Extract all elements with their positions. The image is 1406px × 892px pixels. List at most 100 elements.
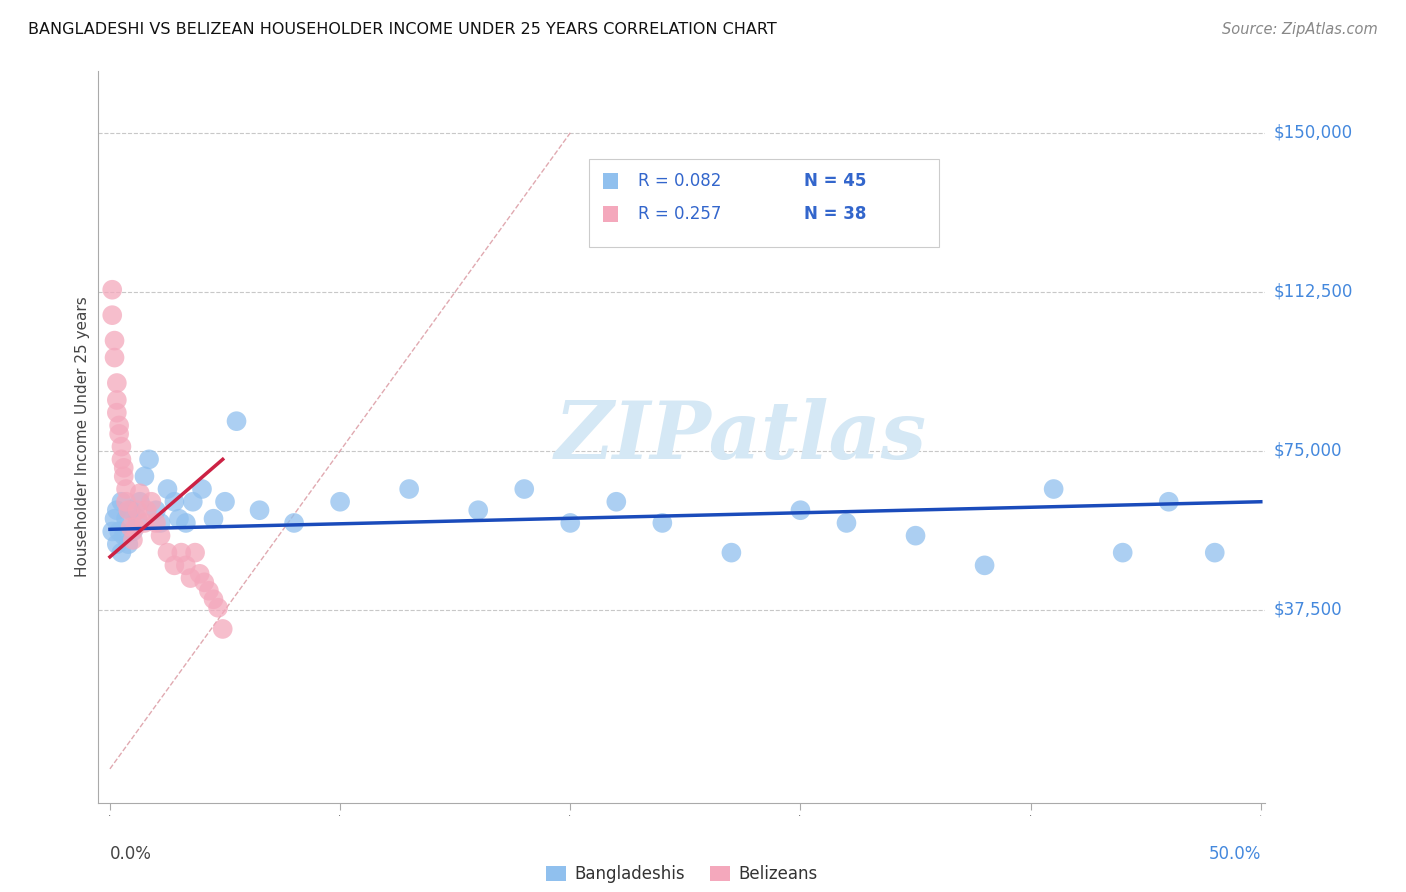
Point	[112, 469, 135, 483]
Point	[605, 494, 627, 508]
Point	[211, 622, 233, 636]
Point	[170, 546, 193, 560]
Point	[174, 516, 197, 530]
Point	[112, 529, 135, 543]
Point	[117, 503, 139, 517]
Point	[1157, 494, 1180, 508]
Point	[105, 392, 128, 407]
Bar	[603, 173, 619, 189]
Text: R = 0.082: R = 0.082	[637, 172, 721, 190]
Point	[124, 520, 146, 534]
Point	[103, 512, 125, 526]
Point	[105, 537, 128, 551]
Point	[110, 452, 132, 467]
Text: $150,000: $150,000	[1274, 124, 1353, 142]
Point	[249, 503, 271, 517]
Text: $37,500: $37,500	[1274, 601, 1343, 619]
Point	[191, 482, 214, 496]
Point	[103, 334, 125, 348]
Point	[835, 516, 858, 530]
Point	[720, 546, 742, 560]
Point	[128, 494, 150, 508]
Point	[1042, 482, 1064, 496]
Point	[105, 406, 128, 420]
Point	[651, 516, 673, 530]
Point	[105, 376, 128, 390]
Point	[225, 414, 247, 428]
Point	[198, 583, 221, 598]
Text: N = 38: N = 38	[804, 205, 868, 223]
Point	[398, 482, 420, 496]
Point	[202, 512, 225, 526]
Point	[115, 482, 138, 496]
Point	[112, 460, 135, 475]
Point	[134, 516, 156, 530]
Point	[1204, 546, 1226, 560]
Point	[101, 283, 124, 297]
Point	[128, 486, 150, 500]
Point	[149, 529, 172, 543]
Point	[101, 524, 124, 539]
Point	[202, 592, 225, 607]
Point	[122, 533, 145, 547]
Text: ZIPatlas: ZIPatlas	[554, 399, 927, 475]
Point	[138, 452, 160, 467]
Text: Source: ZipAtlas.com: Source: ZipAtlas.com	[1222, 22, 1378, 37]
Point	[115, 494, 138, 508]
Point	[163, 494, 186, 508]
Point	[513, 482, 536, 496]
Point	[120, 520, 142, 534]
Point	[207, 600, 229, 615]
Bar	[603, 206, 619, 222]
Text: 0.0%: 0.0%	[110, 846, 152, 863]
FancyBboxPatch shape	[589, 159, 939, 247]
Point	[156, 546, 179, 560]
Point	[181, 494, 204, 508]
Point	[1112, 546, 1135, 560]
Point	[110, 546, 132, 560]
Point	[115, 512, 138, 526]
Point	[135, 503, 157, 517]
Point	[145, 516, 167, 530]
Point	[105, 503, 128, 517]
Y-axis label: Householder Income Under 25 years: Householder Income Under 25 years	[75, 297, 90, 577]
Point	[108, 426, 131, 441]
Point	[120, 503, 142, 517]
Point	[110, 440, 132, 454]
Point	[973, 558, 995, 573]
Point	[167, 512, 190, 526]
Point	[127, 512, 149, 526]
Point	[141, 494, 163, 508]
Point	[179, 571, 201, 585]
Point	[117, 537, 139, 551]
Point	[193, 575, 215, 590]
Text: BANGLADESHI VS BELIZEAN HOUSEHOLDER INCOME UNDER 25 YEARS CORRELATION CHART: BANGLADESHI VS BELIZEAN HOUSEHOLDER INCO…	[28, 22, 778, 37]
Point	[560, 516, 582, 530]
Point	[101, 308, 124, 322]
Legend: Bangladeshis, Belizeans: Bangladeshis, Belizeans	[540, 858, 824, 889]
Point	[789, 503, 811, 517]
Point	[145, 503, 167, 517]
Point	[467, 503, 489, 517]
Text: $75,000: $75,000	[1274, 442, 1343, 460]
Point	[122, 524, 145, 539]
Point	[127, 503, 149, 517]
Point	[283, 516, 305, 530]
Point	[184, 546, 207, 560]
Point	[174, 558, 197, 573]
Point	[149, 516, 172, 530]
Text: 50.0%: 50.0%	[1208, 846, 1261, 863]
Point	[188, 566, 211, 581]
Point	[134, 469, 156, 483]
Point	[163, 558, 186, 573]
Point	[214, 494, 236, 508]
Point	[904, 529, 927, 543]
Point	[110, 494, 132, 508]
Point	[108, 524, 131, 539]
Text: R = 0.257: R = 0.257	[637, 205, 721, 223]
Text: $112,500: $112,500	[1274, 283, 1353, 301]
Point	[329, 494, 352, 508]
Point	[156, 482, 179, 496]
Point	[108, 418, 131, 433]
Point	[103, 351, 125, 365]
